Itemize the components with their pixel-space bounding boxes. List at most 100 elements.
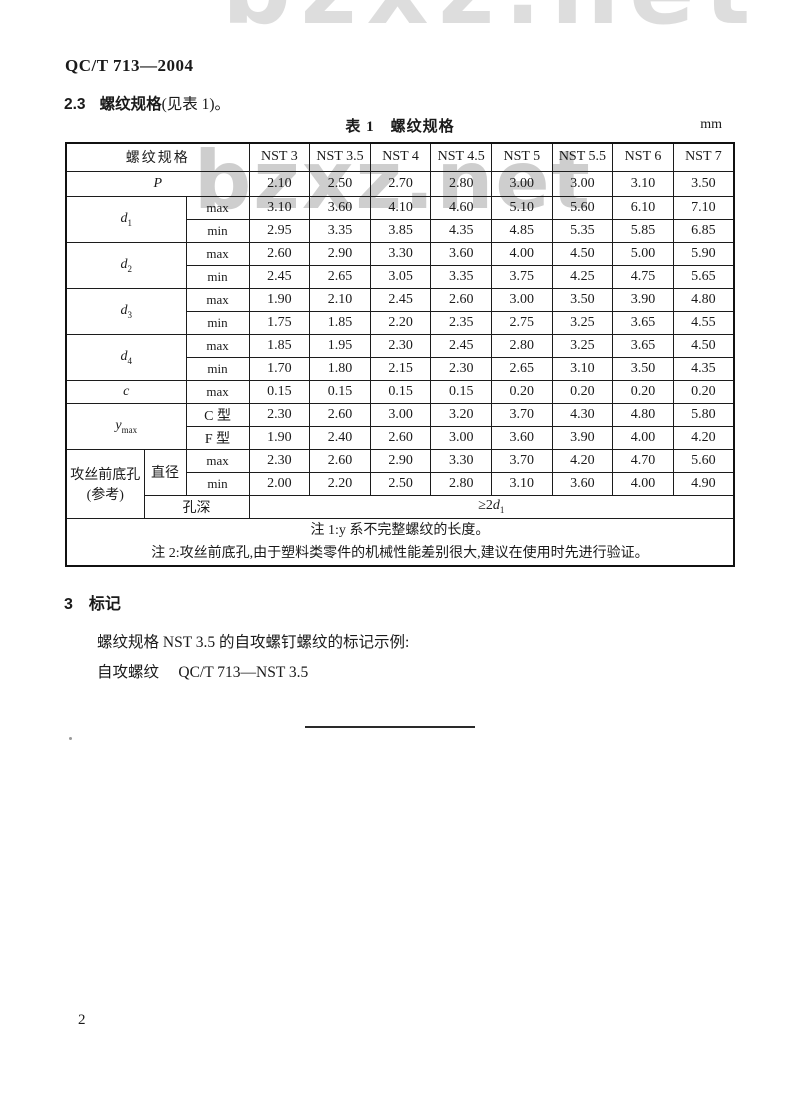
- sub-label-max: max: [185, 195, 250, 220]
- row-d3-min: min 1.75 1.85 2.20 2.35 2.75 3.25 3.65 4.55: [66, 310, 735, 335]
- value-cell: 3.35: [309, 218, 371, 243]
- value-cell: 0.20: [551, 379, 614, 404]
- value-cell: NST 4.5: [430, 142, 492, 172]
- value-cell: 5.60: [672, 448, 735, 473]
- value-cell: 3.70: [491, 448, 553, 473]
- value-cell: 1.90: [248, 287, 311, 312]
- value-cell: 5.35: [551, 218, 614, 243]
- value-cell: 5.80: [672, 402, 735, 427]
- end-divider-line: [305, 726, 475, 728]
- row-label-d1: d1: [65, 195, 187, 243]
- value-cell: 4.55: [672, 310, 735, 335]
- value-cell: 3.50: [672, 170, 735, 197]
- value-cell: 3.60: [430, 241, 492, 266]
- hole-depth-value: ≥2d1: [248, 494, 735, 519]
- value-cell: 0.15: [309, 379, 371, 404]
- value-cell: 2.75: [491, 310, 553, 335]
- value-cell: 2.90: [309, 241, 371, 266]
- value-cell: 2.00: [248, 471, 311, 496]
- value-cell: 3.65: [612, 333, 674, 358]
- value-cell: 3.85: [369, 218, 432, 243]
- value-cell: NST 5.5: [551, 142, 614, 172]
- value-cell: 3.00: [491, 287, 553, 312]
- row-d2-min: min 2.45 2.65 3.05 3.35 3.75 4.25 4.75 5.65: [66, 264, 735, 289]
- marking-example-intro: 螺纹规格 NST 3.5 的自攻螺钉螺纹的标记示例:: [97, 634, 410, 651]
- value-cell: 0.15: [248, 379, 311, 404]
- value-cell: 3.60: [491, 425, 553, 450]
- value-cell: 4.85: [491, 218, 553, 243]
- value-cell: 3.00: [551, 170, 614, 197]
- value-cell: 3.00: [491, 170, 553, 197]
- value-cell: NST 6: [612, 142, 674, 172]
- value-cell: 0.15: [369, 379, 432, 404]
- section-3-heading: 3 标记: [64, 590, 121, 614]
- note-1: 注 1:y 系不完整螺纹的长度。: [310, 522, 490, 538]
- value-cell: 4.00: [612, 425, 674, 450]
- value-cell: 3.10: [612, 170, 674, 197]
- value-cell: 2.40: [309, 425, 371, 450]
- row-y-ftype: F 型 1.90 2.40 2.60 3.00 3.60 3.90 4.00 4.20: [66, 425, 735, 450]
- value-cell: 1.75: [248, 310, 311, 335]
- clause-title: 螺纹规格: [99, 96, 162, 113]
- sub-label-max: max: [185, 287, 250, 312]
- row-d1-min: min 2.95 3.35 3.85 4.35 4.85 5.35 5.85 6.85: [66, 218, 735, 243]
- row-label-p: P: [65, 170, 250, 197]
- row-label-tapping-hole: 攻丝前底孔 (参考): [65, 448, 145, 519]
- section-3-number: 3: [64, 596, 73, 613]
- value-cell: 0.20: [491, 379, 553, 404]
- value-cell: 2.80: [491, 333, 553, 358]
- value-cell: 3.65: [612, 310, 674, 335]
- value-cell: 3.50: [612, 356, 674, 381]
- table-unit: mm: [700, 117, 722, 132]
- row-p: P 2.10 2.50 2.70 2.80 3.00 3.00 3.10 3.50: [65, 170, 735, 197]
- row-c-max: c max 0.15 0.15 0.15 0.15 0.20 0.20 0.20 0.20: [65, 379, 735, 404]
- value-cell: 0.20: [612, 379, 674, 404]
- clause-rest: (见表 1)。: [161, 96, 231, 113]
- value-cell: 4.20: [551, 448, 614, 473]
- value-cell: 3.90: [551, 425, 614, 450]
- value-cell: 2.20: [309, 471, 371, 496]
- value-cell: 2.90: [369, 448, 432, 473]
- value-cell: 3.30: [369, 241, 432, 266]
- value-cell: 2.50: [369, 471, 432, 496]
- value-cell: 4.25: [551, 264, 614, 289]
- row-y-ctype: ymax C 型 2.30 2.60 3.00 3.20 3.70 4.30 4.80 5.8…: [65, 402, 735, 450]
- row-hole-max: 攻丝前底孔 (参考) 直径 max 2.30 2.60 2.90 3.30 3.70 4.…: [65, 448, 735, 519]
- row-label-d3: d3: [65, 287, 187, 335]
- value-cell: 2.45: [248, 264, 311, 289]
- row-hole-depth: 孔深 ≥2d1: [66, 494, 735, 519]
- value-cell: 2.65: [491, 356, 553, 381]
- row-d4-max: d4 max 1.85 1.95 2.30 2.45 2.80 3.25 3.65 4.50: [65, 333, 735, 381]
- value-cell: 3.60: [309, 195, 371, 220]
- row-hole-min: min 2.00 2.20 2.50 2.80 3.10 3.60 4.00 4.90: [66, 471, 735, 496]
- value-cell: 5.10: [491, 195, 553, 220]
- value-cell: 3.35: [430, 264, 492, 289]
- value-cell: 5.60: [551, 195, 614, 220]
- value-cell: 2.45: [430, 333, 492, 358]
- value-cell: 4.70: [612, 448, 674, 473]
- value-cell: 4.80: [612, 402, 674, 427]
- row-d3-max: d3 max 1.90 2.10 2.45 2.60 3.00 3.50 3.90 4.80: [65, 287, 735, 335]
- sub-label-min: min: [185, 310, 250, 335]
- value-cell: 3.25: [551, 310, 614, 335]
- sub-label-f-type: F 型: [185, 425, 250, 450]
- value-cell: 1.85: [309, 310, 371, 335]
- clause-number: 2.3: [64, 96, 86, 113]
- value-cell: 2.60: [309, 448, 371, 473]
- sub-label-c-type: C 型: [185, 402, 250, 427]
- clause-2-3: 2.3 螺纹规格(见表 1)。: [64, 92, 230, 114]
- value-cell: 2.10: [309, 287, 371, 312]
- page-number: 2: [78, 1012, 86, 1028]
- value-cell: 3.30: [430, 448, 492, 473]
- value-cell: 4.35: [672, 356, 735, 381]
- value-cell: 1.90: [248, 425, 311, 450]
- row-label-c: c: [65, 379, 187, 404]
- value-cell: NST 7: [672, 142, 735, 172]
- value-cell: 3.10: [491, 471, 553, 496]
- value-cell: 1.95: [309, 333, 371, 358]
- value-cell: 2.80: [430, 170, 492, 197]
- value-cell: 2.10: [248, 170, 311, 197]
- sub-label-max: max: [185, 448, 250, 473]
- table-notes-row: 注 1:y 系不完整螺纹的长度。 注 2:攻丝前底孔,由于塑料类零件的机械性能差…: [65, 517, 735, 567]
- value-cell: 4.90: [672, 471, 735, 496]
